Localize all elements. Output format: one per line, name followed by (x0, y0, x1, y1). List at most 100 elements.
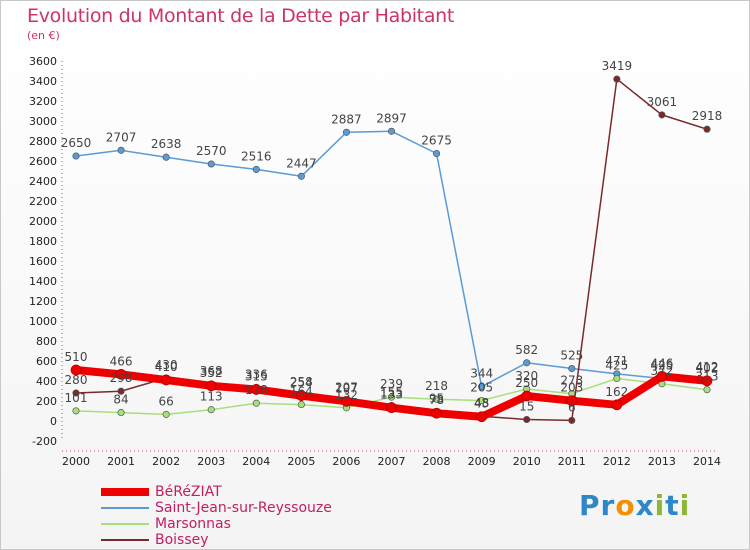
x-tick-label: 2010 (513, 455, 541, 468)
brand-letter: i (679, 489, 691, 522)
legend-item: Saint-Jean-sur-Reyssouze (101, 500, 332, 516)
y-tick-label: 400 (36, 375, 57, 388)
data-point (386, 402, 397, 414)
legend-swatch (101, 507, 149, 509)
legend-swatch (101, 539, 149, 541)
brand-letter: o (615, 489, 636, 522)
data-point (207, 406, 215, 414)
data-point (433, 149, 441, 158)
y-tick-label: 600 (36, 355, 57, 368)
data-label: 2887 (331, 112, 362, 126)
x-tick-label: 2014 (693, 455, 721, 468)
data-label: 66 (159, 394, 174, 408)
data-label: 101 (65, 391, 88, 405)
data-label: 430 (155, 358, 178, 372)
data-label: 2707 (106, 130, 137, 144)
data-label: 402 (696, 361, 719, 375)
data-point (205, 380, 217, 392)
data-point (117, 409, 125, 417)
y-tick-label: 200 (36, 395, 57, 408)
data-point (703, 125, 711, 133)
data-label: 280 (65, 373, 88, 387)
y-tick-label: -200 (32, 435, 57, 448)
y-tick-label: 2800 (29, 135, 57, 148)
data-point (613, 374, 621, 383)
y-tick-label: 2600 (29, 155, 57, 168)
data-label: 258 (290, 375, 313, 389)
data-point (160, 374, 172, 386)
x-tick-label: 2009 (468, 455, 496, 468)
data-point (433, 395, 441, 403)
data-label: 133 (380, 388, 403, 402)
data-label: 582 (515, 343, 538, 357)
x-tick-label: 2013 (648, 455, 676, 468)
data-point (162, 410, 170, 418)
data-label: 95 (429, 392, 444, 406)
x-tick-label: 2012 (603, 455, 631, 468)
data-label: 78 (429, 393, 444, 407)
y-tick-label: 1000 (29, 315, 57, 328)
data-point (703, 386, 711, 394)
legend-item: Marsonnas (101, 516, 332, 532)
data-label: 412 (696, 360, 719, 374)
brand-logo: Proxiti (579, 489, 690, 522)
y-tick-label: 1400 (29, 275, 57, 288)
data-label: 84 (113, 393, 128, 407)
data-point (72, 389, 80, 397)
y-tick-label: 3200 (29, 95, 57, 108)
data-point (431, 407, 442, 419)
data-label: 320 (515, 369, 538, 383)
data-point (297, 401, 305, 409)
axes: -200 0 200 400 600 800 1000 1200 1400 1600 1800 200… (29, 55, 721, 468)
data-point (162, 153, 170, 161)
legend-swatch (101, 523, 149, 525)
series-bereziat (70, 364, 713, 423)
data-label: 203 (560, 381, 583, 395)
data-label: 178 (245, 383, 268, 397)
data-label: 3419 (602, 59, 633, 73)
data-point (568, 364, 576, 373)
x-tick-label: 2011 (558, 455, 586, 468)
data-point (341, 395, 352, 407)
y-tick-label: 0 (50, 415, 57, 428)
data-label: 273 (560, 374, 583, 388)
data-point (523, 415, 531, 424)
data-label: 336 (245, 367, 268, 381)
data-label: 218 (425, 379, 448, 393)
data-label: 471 (605, 354, 628, 368)
data-point (296, 390, 307, 401)
data-label: 2447 (286, 156, 317, 170)
data-point (72, 152, 80, 160)
legend-label: Saint-Jean-sur-Reyssouze (155, 500, 332, 516)
data-label: 2638 (151, 137, 182, 151)
brand-letter: i (654, 489, 666, 522)
x-tick-label: 2001 (107, 455, 135, 468)
x-tick-label: 2003 (197, 455, 225, 468)
data-point (568, 416, 576, 424)
legend-label: Boissey (155, 532, 209, 548)
legend-label: BéRéZIAT (155, 484, 222, 500)
brand-letter: r (600, 489, 616, 522)
data-point (252, 165, 260, 173)
data-label: 250 (515, 376, 538, 390)
data-label: 3061 (647, 95, 678, 109)
data-point (387, 127, 396, 135)
y-tick-label: 2000 (29, 215, 57, 228)
data-label: 2570 (196, 144, 227, 158)
data-point (117, 146, 125, 154)
data-point (250, 384, 262, 395)
data-label: 425 (650, 359, 673, 373)
x-tick-label: 2008 (423, 455, 451, 468)
data-label: 466 (110, 354, 133, 368)
data-point (478, 396, 486, 405)
legend-item: BéRéZIAT (101, 484, 332, 500)
data-point (613, 75, 621, 83)
x-tick-label: 2005 (287, 455, 315, 468)
data-point (701, 375, 713, 387)
y-tick-label: 3600 (29, 55, 57, 68)
x-tick-label: 2007 (378, 455, 406, 468)
series-line (75, 130, 708, 388)
data-label: 43 (474, 397, 489, 411)
x-tick-label: 2004 (242, 455, 270, 468)
